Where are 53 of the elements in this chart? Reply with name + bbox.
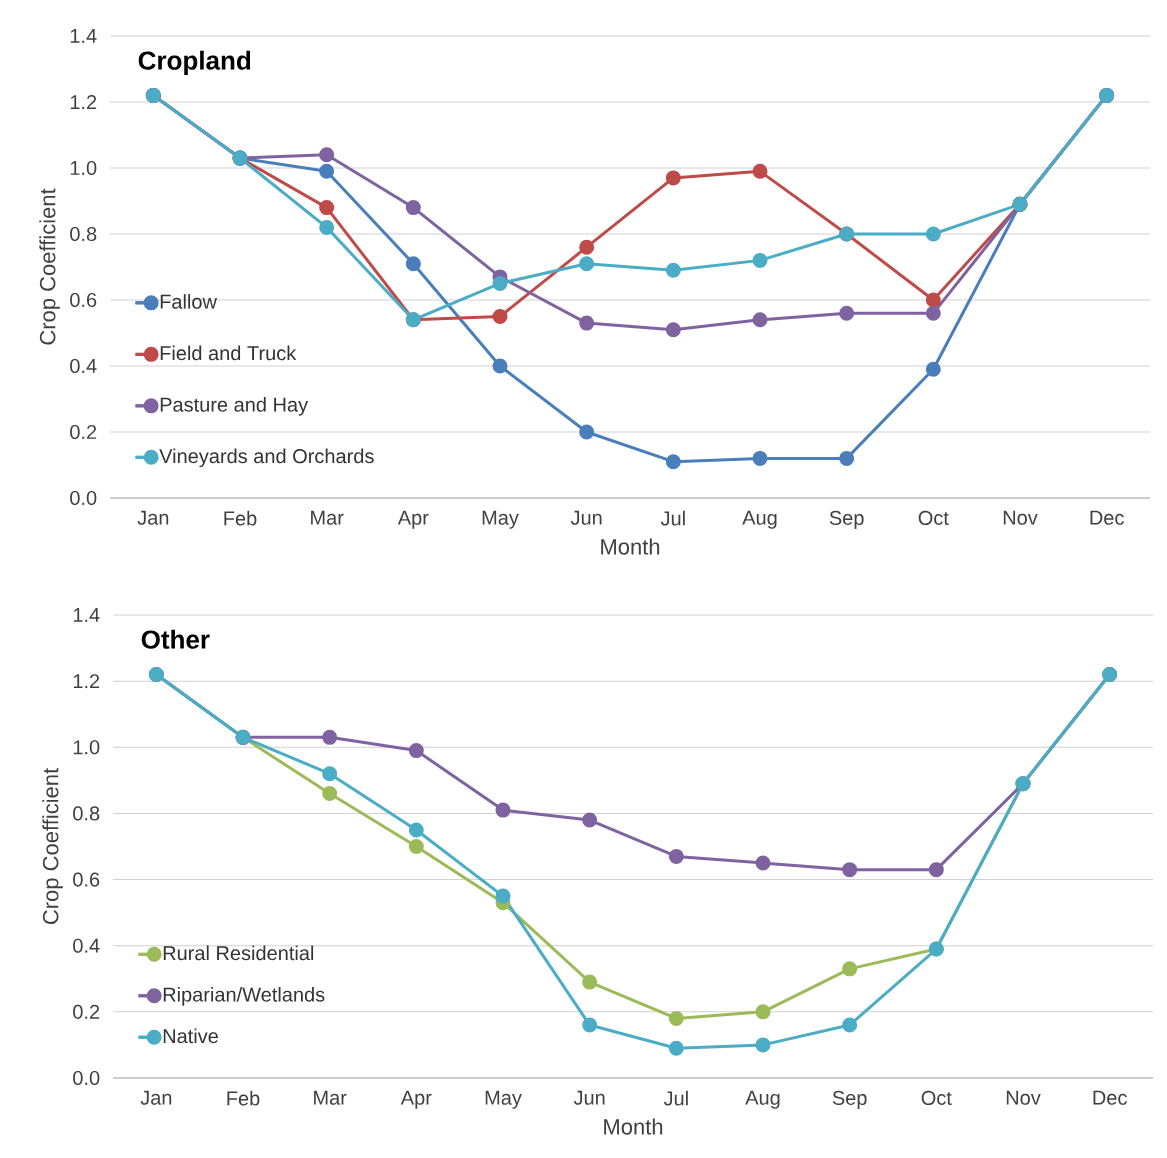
y-tick-label: 0.4 (73, 938, 100, 953)
x-tick-label: Jul (660, 510, 685, 526)
y-tick-label: 0.2 (73, 1004, 100, 1019)
x-tick-label: Apr (400, 1090, 432, 1109)
x-tick-label: Aug (742, 510, 777, 529)
x-tick-label: Oct (921, 1090, 952, 1105)
x-axis-title: Month (601, 538, 660, 555)
x-axis-title: Month (604, 1118, 663, 1135)
legend-label: Pasture and Hay (160, 397, 309, 416)
y-axis-title: Crop Coefficient (39, 188, 60, 345)
x-tick-label: Aug (745, 1090, 780, 1109)
x-tick-label: Sep (829, 510, 864, 529)
y-tick-label: 0.2 (70, 424, 97, 440)
legend-label: Riparian/Wetlands (163, 987, 325, 1006)
y-tick-label: 0.6 (70, 292, 97, 308)
y-tick-label: 1.4 (73, 608, 100, 622)
x-tick-label: Dec (1090, 510, 1124, 525)
x-tick-label: Jan (137, 510, 169, 525)
legend-label: Native (163, 1028, 218, 1044)
x-tick-label: Mar (311, 510, 344, 525)
legend-label: Vineyards and Orchards (159, 448, 374, 468)
y-tick-label: 0.6 (73, 872, 100, 887)
x-tick-label: Jul (663, 1090, 688, 1106)
x-tick-label: Feb (224, 510, 257, 526)
legend-label: Rural Residential (163, 945, 314, 961)
x-tick-label: Dec (1093, 1090, 1127, 1105)
text: Cropland (138, 50, 251, 75)
y-tick-label: 0.8 (73, 806, 100, 821)
y-tick-label: 1.2 (70, 95, 97, 109)
x-tick-label: Oct (918, 510, 949, 525)
x-tick-label: May (485, 1090, 522, 1109)
y-tick-label: 0.0 (73, 1070, 100, 1086)
x-tick-label: Nov (1006, 1090, 1041, 1105)
y-tick-label: 1.0 (73, 740, 100, 755)
legend-label: Field and Truck (160, 345, 297, 361)
x-tick-label: Nov (1003, 510, 1038, 525)
x-tick-label: Feb (227, 1090, 260, 1106)
y-tick-label: 0.0 (70, 490, 97, 506)
x-tick-label: Mar (314, 1090, 347, 1105)
y-tick-label: 0.8 (70, 226, 97, 242)
x-tick-label: Jun (570, 510, 602, 525)
y-tick-label: 1.2 (73, 674, 100, 689)
x-tick-label: Jun (573, 1090, 605, 1105)
legend-label: Fallow (160, 294, 217, 309)
y-axis-title: Crop Coefficient (42, 767, 63, 925)
y-tick-label: 1.4 (70, 29, 97, 43)
y-tick-label: 1.0 (70, 160, 97, 176)
x-tick-label: Apr (397, 510, 429, 529)
x-tick-label: Sep (832, 1090, 867, 1109)
x-tick-label: May (482, 510, 519, 529)
chart-title: Other (141, 629, 210, 649)
y-tick-label: 0.4 (70, 358, 97, 374)
x-tick-label: Jan (140, 1090, 172, 1105)
